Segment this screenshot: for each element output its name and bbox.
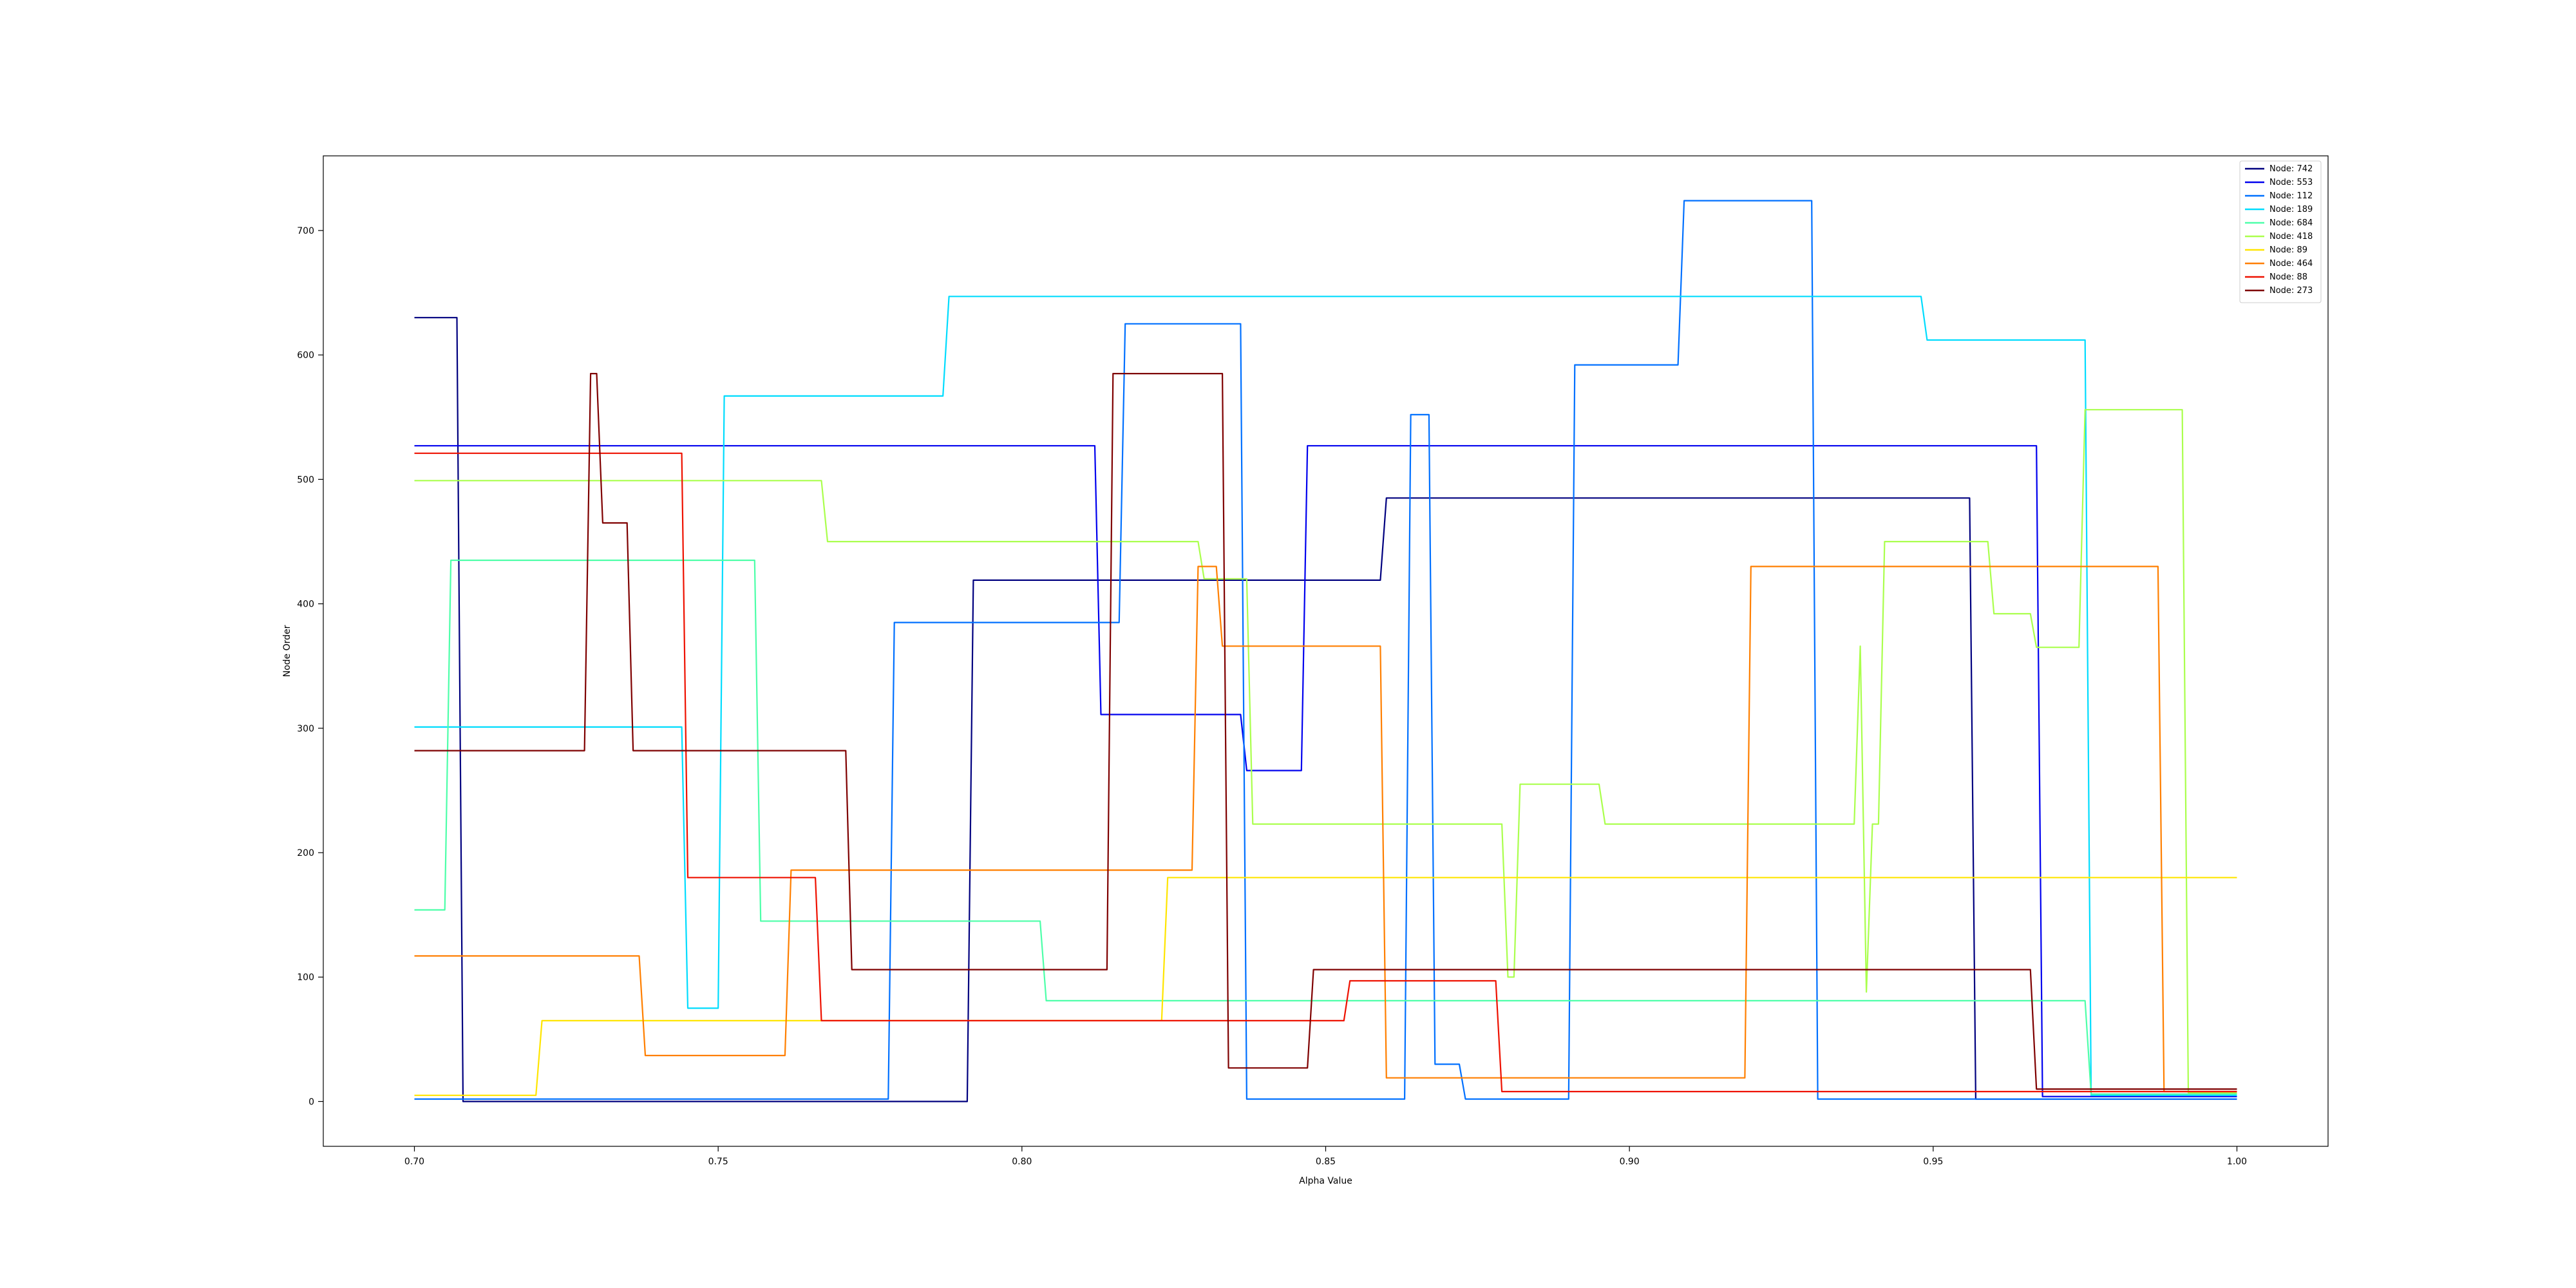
x-tick-label: 0.75 <box>708 1157 728 1167</box>
x-tick-label: 0.85 <box>1316 1157 1336 1167</box>
series-line-node-189 <box>414 296 2237 1096</box>
x-axis-label: Alpha Value <box>1299 1176 1352 1186</box>
y-tick-label: 200 <box>297 848 314 858</box>
series-line-node-464 <box>414 565 2237 1093</box>
y-tick-label: 500 <box>297 475 314 485</box>
y-axis-ticks: 0 100 200 300 400 500 600 700 <box>297 226 323 1107</box>
series-line-node-112 <box>414 200 2237 1100</box>
x-tick-label: 0.80 <box>1012 1157 1032 1167</box>
legend-label: Node: 189 <box>2269 205 2313 214</box>
legend-label: Node: 742 <box>2269 164 2313 174</box>
plot-area-frame <box>323 155 2329 1147</box>
series-line-node-742 <box>414 317 2237 1103</box>
y-tick-label: 0 <box>308 1097 314 1107</box>
y-tick-label: 100 <box>297 972 314 983</box>
y-tick-label: 600 <box>297 350 314 361</box>
series-line-node-273 <box>414 372 2237 1090</box>
legend-label: Node: 112 <box>2269 191 2313 201</box>
y-tick-label: 400 <box>297 600 314 610</box>
y-tick-label: 300 <box>297 724 314 734</box>
legend: Node: 742 Node: 553 Node: 112 Node: 189 Node… <box>2239 160 2322 303</box>
x-tick-label: 0.70 <box>404 1157 424 1167</box>
legend-label: Node: 418 <box>2269 232 2313 242</box>
series-line-node-553 <box>414 445 2237 1097</box>
legend-label: Node: 684 <box>2269 218 2313 228</box>
x-tick-label: 0.90 <box>1620 1157 1640 1167</box>
y-tick-label: 700 <box>297 226 314 236</box>
legend-label: Node: 88 <box>2269 272 2307 282</box>
y-axis-label: Node Order <box>282 625 292 677</box>
legend-label: Node: 553 <box>2269 178 2313 187</box>
series-line-node-418 <box>414 409 2237 1094</box>
legend-label: Node: 89 <box>2269 245 2307 255</box>
x-tick-label: 1.00 <box>2227 1157 2247 1167</box>
series-line-node-88 <box>414 452 2237 1093</box>
x-tick-label: 0.95 <box>1923 1157 1943 1167</box>
series-lines <box>414 200 2237 1103</box>
x-axis-ticks: 0.70 0.75 0.80 0.85 0.90 0.95 1.00 <box>404 1146 2247 1167</box>
legend-label: Node: 464 <box>2269 259 2313 269</box>
legend-label: Node: 273 <box>2269 286 2313 296</box>
series-line-node-684 <box>414 559 2237 1095</box>
